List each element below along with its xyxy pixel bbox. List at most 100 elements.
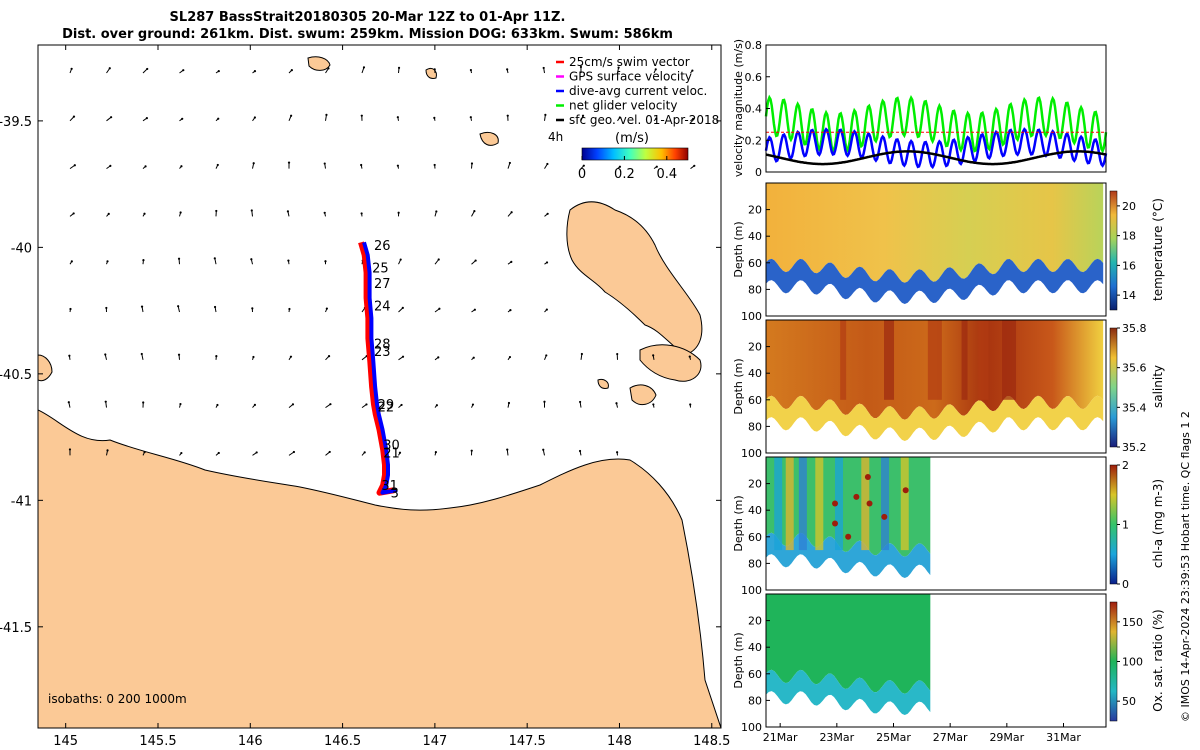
track-day-label: 29 <box>378 398 395 413</box>
velocity-ylabel: velocity magnitude (m/s) <box>732 39 745 177</box>
chl-sample-dot <box>832 500 839 507</box>
profile-ylabel: Depth (m) <box>732 495 745 551</box>
current-vector-head <box>399 258 402 261</box>
current-vector-head <box>255 451 258 454</box>
velocity-line <box>764 94 1108 154</box>
profile-y-tick-label: 20 <box>748 615 762 628</box>
current-vector-head <box>360 114 363 117</box>
current-vector-head <box>250 209 253 212</box>
chl-streak <box>900 457 909 551</box>
profile-y-tick-label: 20 <box>748 341 762 354</box>
velocity-y-tick-label: 0.6 <box>745 71 763 84</box>
track-day-label: 25 <box>372 262 389 277</box>
current-vector-head <box>109 164 112 167</box>
current-vector-head <box>435 404 439 407</box>
map-x-tick-label: 148.5 <box>693 734 730 749</box>
isobath-label: isobaths: 0 200 1000m <box>48 692 187 706</box>
current-vector-head <box>329 403 332 406</box>
velocity-y-axis: 0 0.2 0.4 0.6 0.8 <box>745 39 770 179</box>
current-vector-head <box>437 356 440 359</box>
current-vector-head <box>693 164 696 167</box>
profile-y-tick-label: 60 <box>748 531 762 544</box>
profile-y-tick-label: 80 <box>748 557 762 570</box>
speed-colorbar-tick-label: 0 <box>578 167 586 182</box>
profile-panel-temperature: 20 40 60 80 100 Depth (m) 14 16 18 20 temperature … <box>732 182 1165 323</box>
current-vector-head <box>250 258 253 261</box>
current-vector-head <box>655 117 658 120</box>
current-vector-head <box>217 117 220 120</box>
chl-sample-dot <box>832 520 839 527</box>
profile-y-tick-label: 80 <box>748 283 762 296</box>
velocity-panel: 0 0.2 0.4 0.6 0.8 velocity magnitude (m/s) <box>732 39 1108 179</box>
current-vector-head <box>578 449 582 453</box>
current-vector-head <box>215 355 218 358</box>
current-vector-head <box>68 448 72 451</box>
profile-field-lower <box>766 669 931 715</box>
profile-panel-chlorophyll: 20 40 60 80 100 Depth (m) 0 1 2 chl-a (mg m-3) <box>732 456 1165 597</box>
map-x-tick-label: 145.5 <box>139 734 176 749</box>
island-north-3 <box>425 67 437 79</box>
velocity-series <box>764 94 1108 170</box>
current-vector-head <box>70 67 73 70</box>
current-vector-head <box>288 307 291 311</box>
current-vector-head <box>177 353 181 356</box>
current-vector-head <box>179 402 182 406</box>
current-vector-head <box>140 352 143 356</box>
current-vector-head <box>182 69 185 72</box>
chl-sample-dot <box>902 487 909 494</box>
current-vector-head <box>508 161 511 165</box>
current-vector-head <box>217 451 220 455</box>
island-north-4 <box>597 379 609 389</box>
current-vector-head <box>580 352 583 356</box>
track-day-label: 28 <box>374 337 391 352</box>
current-vector-head <box>73 164 76 167</box>
profile-colorbar-tick-label: 35.2 <box>1122 441 1147 454</box>
chl-streak <box>774 457 783 551</box>
profile-panel-oxygen: 20 40 60 80 100 Depth (m) 50 100 150 Ox. sat. rat… <box>732 593 1165 734</box>
current-vector-head <box>286 210 290 213</box>
current-vector-head <box>473 210 476 213</box>
current-vector-head <box>469 68 473 72</box>
current-vector-head <box>433 163 436 167</box>
tasmania-land <box>38 409 721 728</box>
profile-field-upper <box>766 457 931 557</box>
profile-y-tick-label: 100 <box>741 447 762 460</box>
current-vector-head <box>106 449 109 452</box>
profile-colorbar-tick-label: 0 <box>1122 578 1129 591</box>
colorbar-units-label: (m/s) <box>615 131 649 146</box>
profile-colorbar-label: chl-a (mg m-3) <box>1151 479 1165 568</box>
current-vector-head <box>689 403 692 406</box>
current-vector-head <box>104 400 107 403</box>
profile-colorbar <box>1109 464 1118 585</box>
current-vector-head <box>325 113 328 116</box>
profile-ylabel: Depth (m) <box>732 221 745 277</box>
current-vector-head <box>144 165 147 168</box>
current-vector-head <box>397 211 400 214</box>
profile-colorbar-tick-label: 1 <box>1122 519 1129 532</box>
legend-label: dive-avg current veloc. <box>569 84 707 98</box>
current-vector-head <box>545 261 549 264</box>
profile-y-tick-label: 100 <box>741 310 762 323</box>
current-vector-head <box>287 259 290 262</box>
island-north-2 <box>479 131 499 146</box>
current-vector-head <box>68 354 71 357</box>
current-vector-head <box>581 114 585 117</box>
current-vector-head <box>401 355 405 358</box>
current-vector-head <box>582 164 585 167</box>
profile-x-axis: 21Mar 23Mar 25Mar 27Mar 29Mar 31Mar <box>763 723 1081 744</box>
current-vector-head <box>579 400 582 404</box>
chl-streak <box>798 457 807 551</box>
glider-track-swim <box>358 241 395 496</box>
profile-colorbar-tick-label: 50 <box>1122 695 1136 708</box>
profile-x-tick-label: 31Mar <box>1046 731 1081 744</box>
current-vector-head <box>108 67 111 70</box>
current-vector-head <box>437 258 440 261</box>
current-vector-head <box>362 66 366 69</box>
track-day-label: 26 <box>374 239 391 254</box>
map-y-tick-label: -40.5 <box>0 368 32 383</box>
current-vector-head <box>290 114 293 117</box>
glider-track-current <box>362 241 398 495</box>
current-vector-head <box>180 451 183 455</box>
